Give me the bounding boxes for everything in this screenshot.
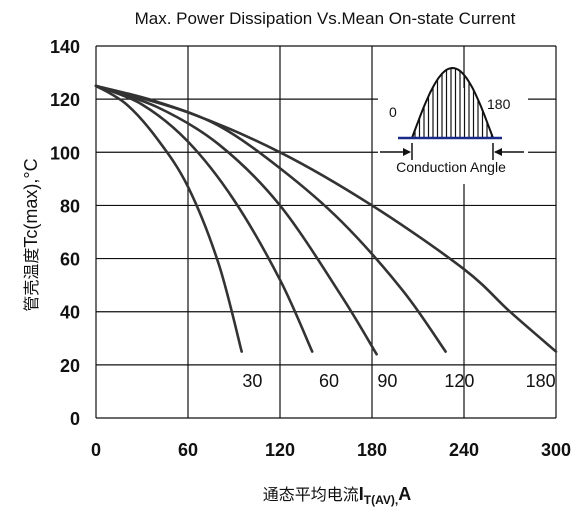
inset-right-arrowhead [494, 148, 502, 156]
y-tick-label-4: 80 [60, 196, 80, 216]
y-tick-label-1: 20 [60, 356, 80, 376]
inset-caption: Conduction Angle [396, 159, 506, 175]
x-tick-label-5: 300 [541, 440, 571, 460]
chart-title: Max. Power Dissipation Vs.Mean On-state … [135, 9, 516, 28]
series-line-30 [94, 84, 243, 353]
x-tick-labels: 0 60 120 180 240 300 [91, 440, 571, 460]
x-tick-label-0: 0 [91, 440, 101, 460]
y-tick-label-0: 0 [70, 409, 80, 429]
inset-left-arrowhead [403, 148, 411, 156]
series-label-30: 30 [242, 371, 262, 391]
x-axis-label-unit: A [398, 484, 411, 504]
y-tick-label-3: 60 [60, 250, 80, 270]
y-axis-label-sub: (max) [21, 184, 41, 230]
y-axis-label: 管壳温度Tc(max),°C [21, 158, 41, 311]
conduction-angle-inset: 0 180 Conduction Angle [378, 66, 528, 184]
y-tick-label-7: 140 [50, 37, 80, 57]
series-lines [94, 84, 558, 356]
y-tick-label-6: 120 [50, 90, 80, 110]
x-axis-label-symbol: I [359, 484, 364, 504]
x-axis-label-main: 通态平均电流 [263, 485, 359, 504]
x-tick-label-2: 120 [265, 440, 295, 460]
x-axis-label: 通态平均电流IT(AV),A [263, 484, 411, 507]
x-tick-label-4: 240 [449, 440, 479, 460]
inset-background [378, 88, 528, 184]
series-line-180 [94, 84, 558, 353]
series-labels: 30 60 90 120 180 [242, 371, 555, 391]
x-axis-label-sub: T(AV), [364, 493, 398, 507]
inset-left-label: 0 [389, 104, 397, 120]
y-axis-label-main: 管壳温度 [22, 248, 41, 312]
y-axis-label-unit: ,°C [21, 158, 41, 183]
y-tick-label-5: 100 [50, 143, 80, 163]
series-label-120: 120 [444, 371, 474, 391]
x-tick-label-1: 60 [178, 440, 198, 460]
inset-sine-wave [411, 66, 494, 139]
series-label-60: 60 [319, 371, 339, 391]
y-tick-labels: 0 20 40 60 80 100 120 140 [50, 37, 80, 429]
x-tick-label-3: 180 [357, 440, 387, 460]
series-line-60 [94, 84, 314, 353]
y-axis-label-symbol: Tc [21, 230, 41, 248]
y-tick-label-2: 40 [60, 303, 80, 323]
series-line-90 [94, 84, 378, 356]
series-label-180: 180 [526, 371, 556, 391]
series-label-90: 90 [377, 371, 397, 391]
inset-right-label: 180 [487, 96, 511, 112]
